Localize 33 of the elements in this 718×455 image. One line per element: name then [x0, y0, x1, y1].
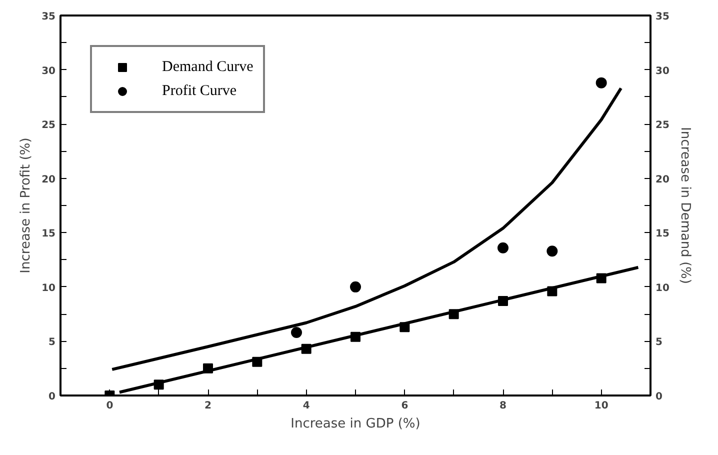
y2-tick-label: 30	[656, 66, 670, 77]
y2-tick-label: 25	[656, 120, 670, 132]
y2-tick-label: 15	[656, 228, 670, 240]
line-series	[110, 86, 622, 371]
x-axis-title: Increase in GDP (%)	[290, 416, 420, 432]
x-tick-label: 6	[401, 400, 408, 412]
x-tick-label: 0	[106, 400, 114, 412]
y-tick-label: 20	[42, 174, 56, 186]
point	[596, 77, 607, 88]
y2-tick-label: 5	[656, 337, 662, 348]
x-tick-label: 2	[204, 400, 212, 412]
legend-label: Profit Curve	[162, 82, 237, 100]
y2-axis-title: Increase in Demand (%)	[677, 127, 692, 284]
point	[350, 281, 361, 292]
y-tick-label: 35	[42, 12, 56, 22]
y-tick-label: 5	[48, 337, 56, 348]
y-tick-label: 0	[48, 392, 56, 402]
y2-tick-label: 0	[656, 392, 662, 402]
y-axis-title: Increase in Profit (%)	[18, 138, 34, 274]
y-tick-label: 10	[42, 282, 56, 294]
y2-tick-label: 35	[656, 12, 670, 22]
y-tick-label: 25	[42, 120, 56, 132]
y-tick-label: 30	[42, 66, 56, 77]
point	[291, 327, 302, 338]
y2-tick-label: 10	[656, 282, 670, 294]
point	[498, 242, 508, 254]
y2-tick-label: 20	[656, 174, 670, 186]
legend-label: Demand Curve	[162, 58, 254, 76]
x-tick-label: 8	[500, 400, 507, 412]
x-tick-label: 10	[594, 400, 608, 412]
point	[546, 246, 558, 257]
x-tick-label: 4	[302, 400, 310, 412]
y-tick-label: 15	[42, 228, 56, 240]
